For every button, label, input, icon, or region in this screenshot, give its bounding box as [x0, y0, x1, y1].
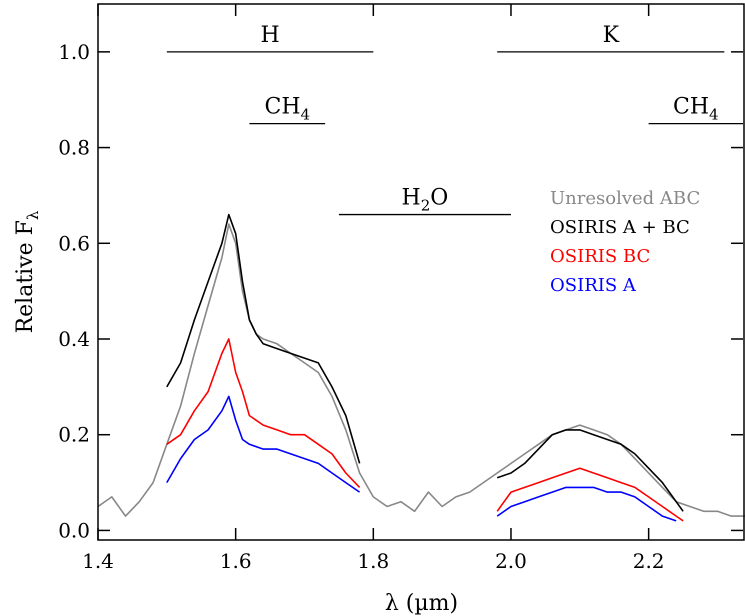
x-tick-label: 1.6	[220, 549, 252, 573]
series-line	[166, 395, 361, 493]
y-tick-label: 0.6	[58, 231, 90, 255]
y-axis-label-main: Relative F	[13, 220, 38, 333]
y-axis-label: Relative Fλ	[13, 210, 42, 333]
series-line	[166, 213, 361, 464]
band-label: H	[260, 23, 279, 48]
series-line	[166, 338, 361, 488]
legend-entry: Unresolved ABC	[550, 188, 700, 209]
x-tick-label: 2.0	[495, 549, 527, 573]
x-tick-label: 1.4	[82, 549, 114, 573]
band-label-sub: 2	[421, 197, 431, 215]
y-tick-label: 0.8	[58, 136, 90, 160]
x-tick-label: 1.8	[357, 549, 389, 573]
series-line	[496, 486, 677, 522]
band-label-main: CH	[673, 95, 709, 120]
x-axis-label: λ (µm)	[385, 591, 458, 616]
legend-entry: OSIRIS BC	[550, 246, 650, 267]
band-label-main: CH	[264, 95, 300, 120]
legend: Unresolved ABC OSIRIS A + BC OSIRIS BC OSIR…	[550, 188, 700, 296]
band-label-main: K	[603, 23, 620, 48]
y-tick-label: 0.4	[58, 327, 90, 351]
series-layer	[97, 213, 745, 522]
legend-entry: OSIRIS A	[550, 275, 637, 296]
axis-ticks: 1.4 1.6 1.8 2.0 2.2 0.0 0.2 0.4 0.6 0.8 1.0	[58, 4, 743, 573]
band-label-main: H	[260, 23, 279, 48]
band-label: H2O	[402, 186, 449, 215]
y-tick-label: 1.0	[58, 40, 90, 64]
plot-frame	[97, 3, 745, 541]
x-tick-label: 2.2	[633, 549, 665, 573]
band-label-main: H	[402, 186, 421, 211]
band-label-suffix: O	[430, 186, 448, 211]
y-tick-label: 0.0	[58, 518, 90, 542]
y-axis-label-sub: λ	[24, 210, 42, 220]
band-label-sub: 4	[301, 106, 311, 124]
legend-entry: OSIRIS A + BC	[550, 217, 690, 238]
band-label: CH4	[673, 95, 719, 124]
series-line	[496, 467, 684, 522]
series-line	[496, 429, 684, 512]
series-line	[97, 223, 745, 517]
y-tick-label: 0.2	[58, 423, 90, 447]
band-label: K	[603, 23, 620, 48]
band-label-sub: 4	[709, 106, 719, 124]
band-label: CH4	[264, 95, 310, 124]
